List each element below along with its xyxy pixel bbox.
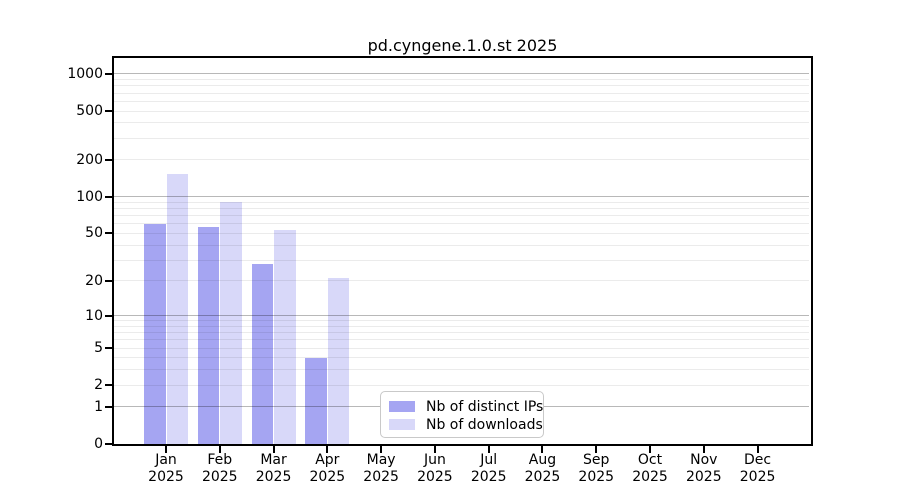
y-tick-label-1000: 1000 [67,65,103,82]
gridline-minor-200 [114,159,809,161]
x-tick-label-dec: Dec 2025 [739,452,776,485]
gridline-minor-40 [114,244,809,246]
bar-downloads-mar [274,230,296,444]
gridline-minor-50 [114,232,809,234]
legend-label-downloads: Nb of downloads [426,416,543,433]
gridline-minor-600 [114,100,809,102]
gridline-minor-5 [114,347,809,349]
x-tick-label-jul: Jul 2025 [470,452,507,485]
x-tick-label-jan: Jan 2025 [148,452,184,485]
x-tick-mark-feb [218,446,221,453]
y-tick-mark-200 [105,158,112,161]
gridline-minor-800 [114,85,809,87]
gridline-minor-4 [114,357,809,359]
bar-downloads-feb [220,202,242,444]
gridline-major-1000 [114,73,809,75]
legend-item-distinct-ips: Nb of distinct IPs [389,398,543,415]
x-tick-label-jun: Jun 2025 [417,452,453,485]
x-tick-label-mar: Mar 2025 [255,452,292,485]
y-tick-label-1: 1 [94,398,103,415]
y-tick-label-20: 20 [85,272,103,289]
gridline-minor-2 [114,384,809,386]
x-tick-label-feb: Feb 2025 [201,452,238,485]
x-tick-label-apr: Apr 2025 [309,452,346,485]
bar-downloads-jan [166,173,188,444]
x-tick-mark-nov [702,446,705,453]
x-tick-mark-oct [649,446,652,453]
legend-label-distinct-ips: Nb of distinct IPs [426,398,544,415]
gridline-minor-500 [114,110,809,112]
y-tick-mark-2 [105,384,112,387]
y-tick-mark-1000 [105,72,112,75]
y-tick-mark-10 [105,314,112,317]
gridline-major-10 [114,315,809,317]
gridline-minor-400 [114,122,809,124]
gridline-minor-60 [114,223,809,225]
legend-swatch-distinct-ips [389,401,415,412]
gridline-minor-9 [114,320,809,322]
gridline-minor-900 [114,79,809,81]
x-tick-mark-dec [756,446,759,453]
bar-downloads-apr [327,278,350,444]
gridline-minor-3 [114,369,809,371]
gridline-minor-8 [114,325,809,327]
gridline-minor-80 [114,208,809,210]
gridline-minor-6 [114,339,809,341]
bar-distinct-ips-mar [251,263,274,444]
x-tick-label-oct: Oct 2025 [632,452,668,485]
gridline-minor-20 [114,280,809,282]
x-tick-mark-jun [433,446,436,453]
x-tick-mark-sep [595,446,598,453]
gridline-minor-300 [114,137,809,139]
legend-swatch-downloads [389,419,415,430]
bar-distinct-ips-jan [144,223,166,444]
y-tick-label-10: 10 [85,307,103,324]
y-tick-mark-50 [105,232,112,235]
y-tick-mark-1 [105,405,112,408]
x-tick-mark-may [380,446,383,453]
y-tick-label-200: 200 [76,151,103,168]
x-tick-label-may: May 2025 [363,452,399,485]
y-tick-mark-100 [105,195,112,198]
x-tick-mark-jul [487,446,490,453]
y-tick-mark-5 [105,347,112,350]
bar-distinct-ips-feb [197,226,220,444]
x-tick-label-aug: Aug 2025 [524,452,561,485]
y-tick-mark-20 [105,279,112,282]
y-tick-mark-0 [105,443,112,445]
x-tick-mark-aug [541,446,544,453]
gridline-minor-7 [114,332,809,334]
legend-item-downloads: Nb of downloads [389,416,543,433]
legend: Nb of distinct IPs Nb of downloads [380,391,544,438]
x-tick-mark-mar [272,446,275,453]
y-tick-label-0: 0 [94,436,103,452]
gridline-minor-90 [114,201,809,203]
x-tick-label-nov: Nov 2025 [685,452,722,485]
gridline-minor-30 [114,259,809,261]
y-tick-label-100: 100 [76,188,103,205]
chart-title: pd.cyngene.1.0.st 2025 [367,36,558,55]
x-tick-label-sep: Sep 2025 [578,452,615,485]
gridline-minor-70 [114,215,809,217]
y-tick-mark-500 [105,110,112,113]
y-tick-label-2: 2 [94,377,103,394]
y-tick-label-5: 5 [94,340,103,357]
y-tick-label-50: 50 [85,225,103,242]
x-tick-mark-apr [326,446,329,453]
y-tick-label-500: 500 [76,103,103,120]
gridline-major-100 [114,196,809,198]
x-tick-mark-jan [165,446,167,453]
bar-distinct-ips-apr [305,357,327,444]
gridline-minor-700 [114,92,809,94]
